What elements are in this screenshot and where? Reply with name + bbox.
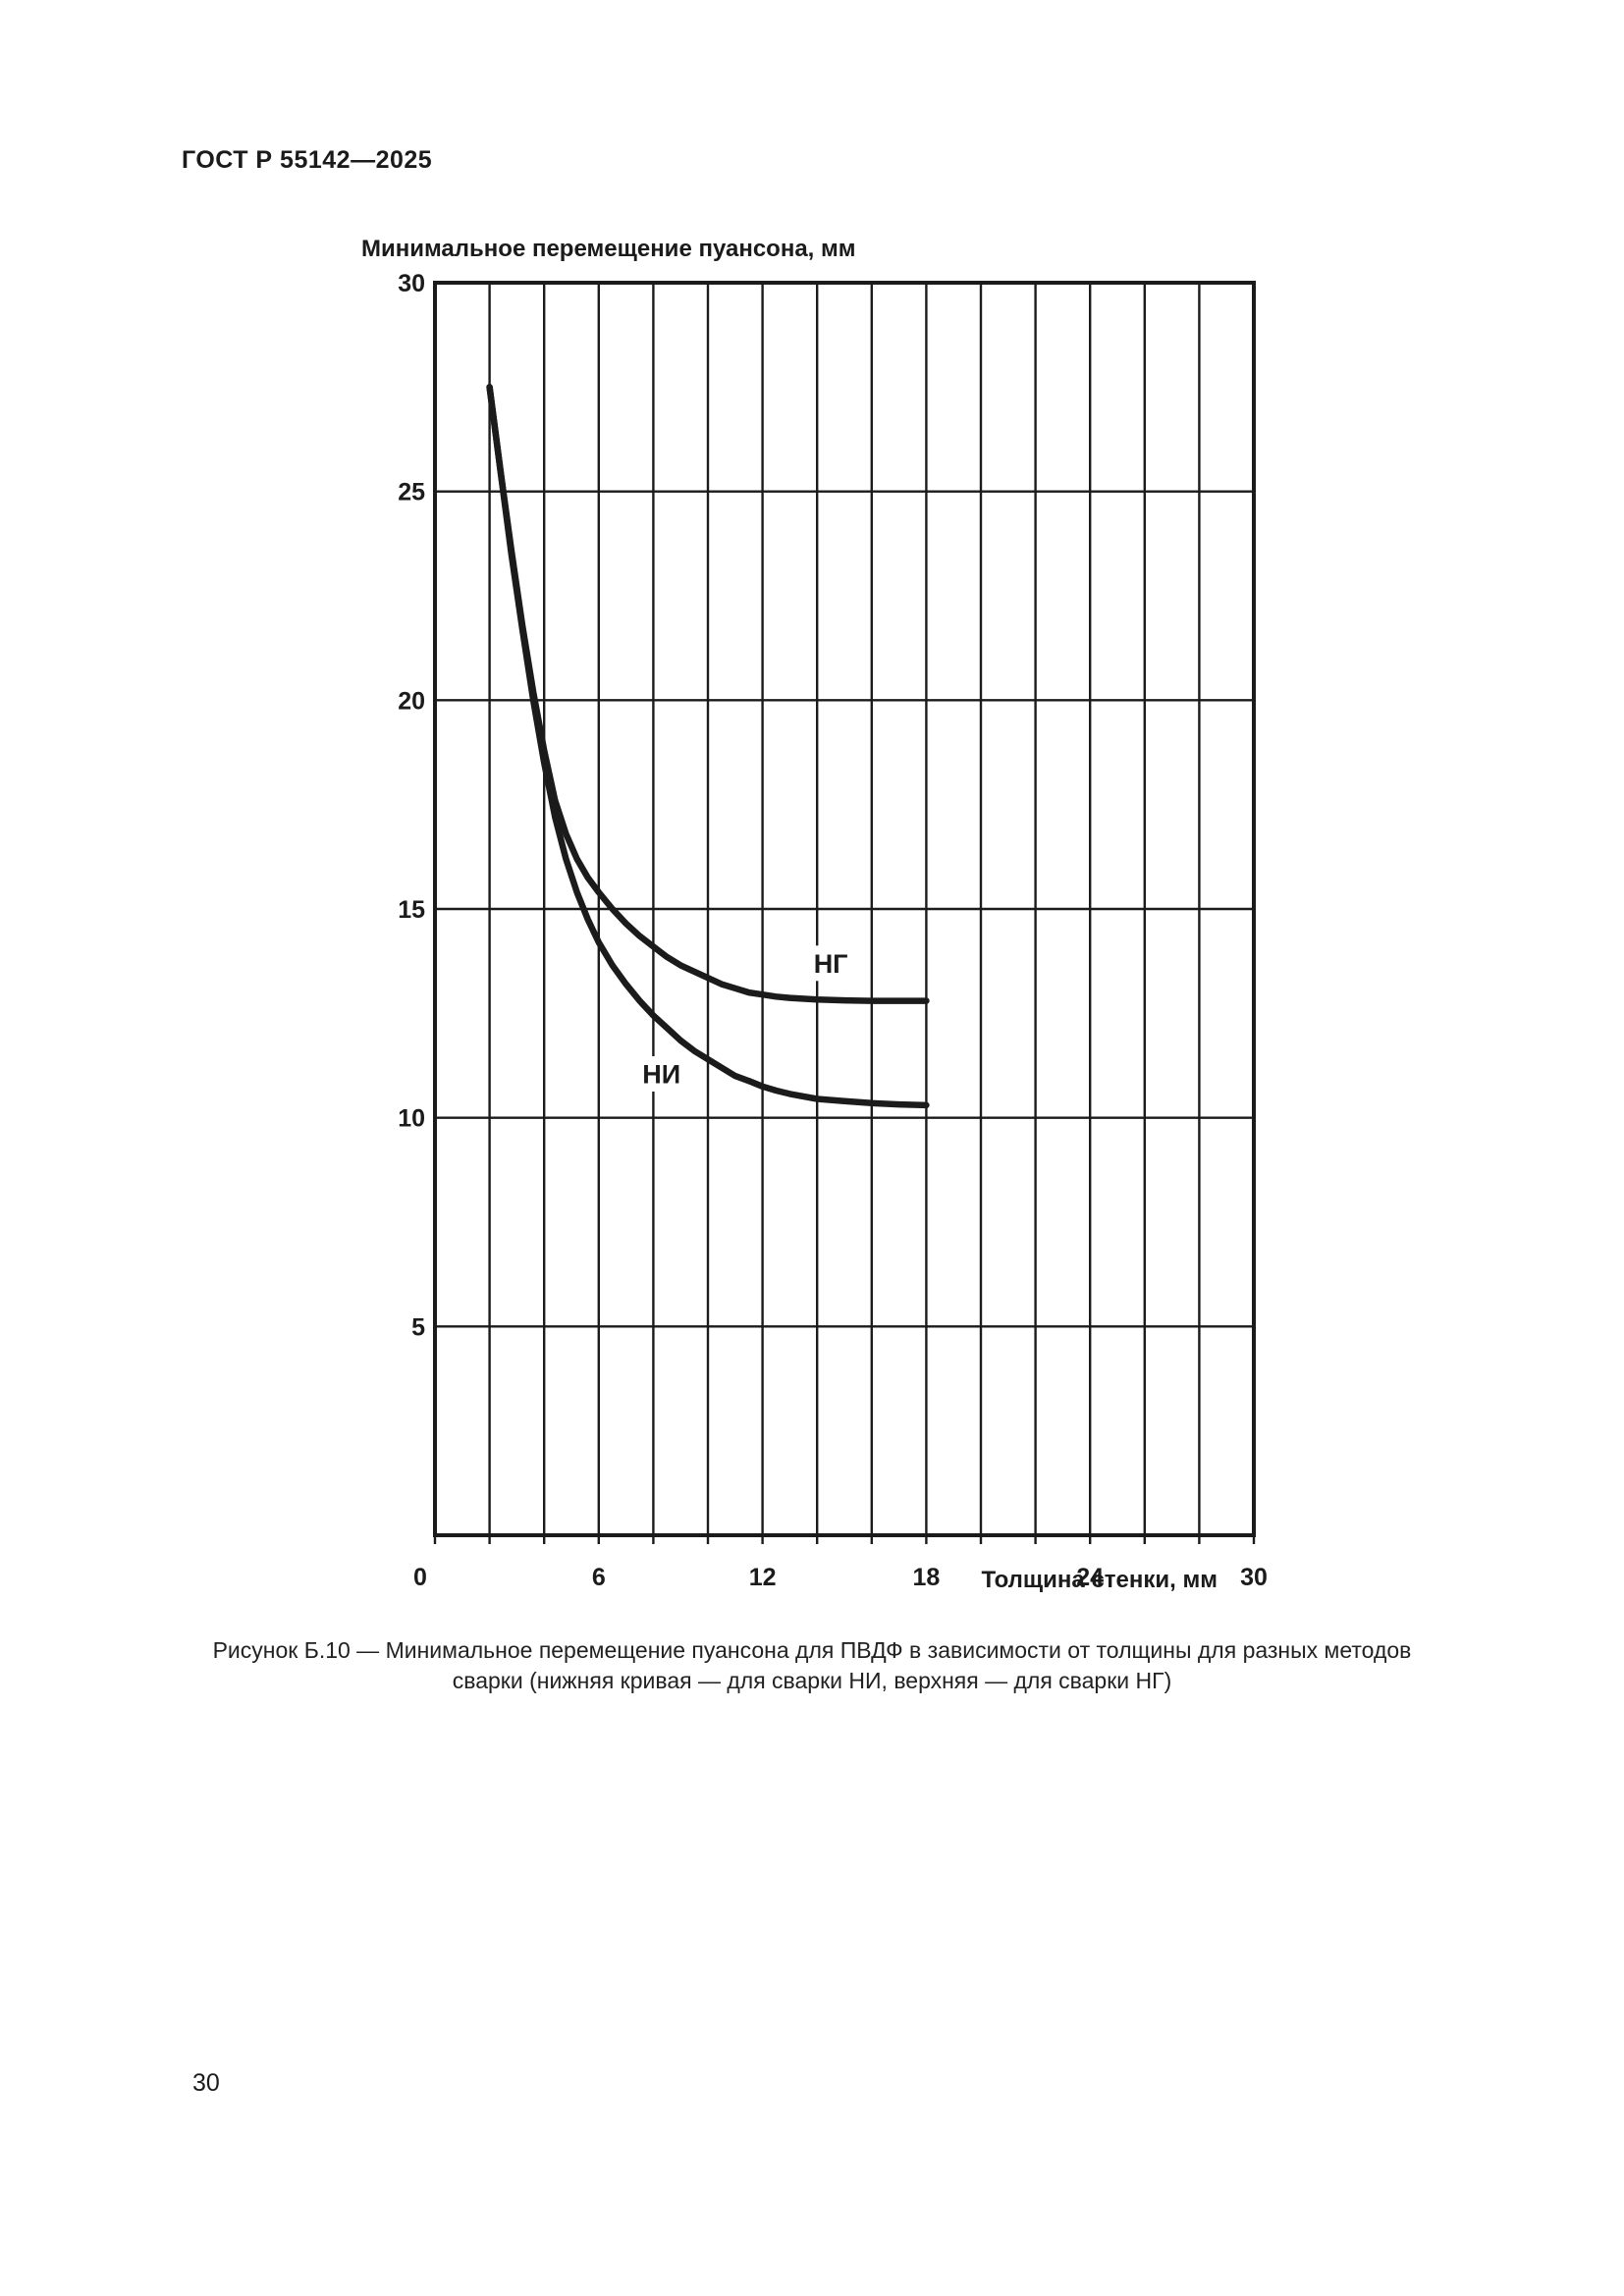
plot-border [433, 281, 1256, 1537]
x-tick-label: 24 [1076, 1564, 1104, 1591]
y-tick-label: 10 [398, 1105, 425, 1133]
grid [435, 283, 1254, 1535]
x-tick-labels: 0 6 12 18 24 30 [413, 1564, 1268, 1591]
y-tick-labels: 5 10 15 20 25 30 [398, 270, 425, 1341]
curve-label-ni: НИ [642, 1060, 680, 1090]
x-tick-label: 12 [749, 1564, 777, 1591]
curve-label-ng: НГ [814, 949, 848, 979]
figure-caption-line2: сварки (нижняя кривая — для сварки НИ, в… [452, 1668, 1172, 1693]
x-tick-label: 30 [1240, 1564, 1268, 1591]
figure-caption: Рисунок Б.10 — Минимальное перемещение п… [0, 1635, 1624, 1696]
y-tick-label: 25 [398, 479, 425, 507]
chart-title: Минимальное перемещение пуансона, мм [361, 236, 856, 262]
figure-caption-line1: Рисунок Б.10 — Минимальное перемещение п… [212, 1637, 1412, 1663]
x-tick-label: 0 [413, 1564, 427, 1591]
curve-label-mask-ni [630, 1056, 692, 1093]
document-header: ГОСТ Р 55142—2025 [182, 146, 433, 174]
y-tick-label: 30 [398, 270, 425, 297]
page-number: 30 [192, 2069, 220, 2097]
curve-ni [486, 384, 930, 1109]
y-tick-label: 5 [411, 1313, 425, 1341]
x-tick-label: 6 [592, 1564, 606, 1591]
curve-label-mask-ng [800, 945, 862, 982]
x-axis-title: Толщина стенки, мм [981, 1567, 1218, 1593]
chart-svg: 5 10 15 20 25 30 0 6 12 18 24 30 НГ НИ [398, 270, 1268, 1591]
y-tick-label: 15 [398, 896, 425, 924]
y-tick-label: 20 [398, 687, 425, 715]
x-tick-label: 18 [912, 1564, 940, 1591]
